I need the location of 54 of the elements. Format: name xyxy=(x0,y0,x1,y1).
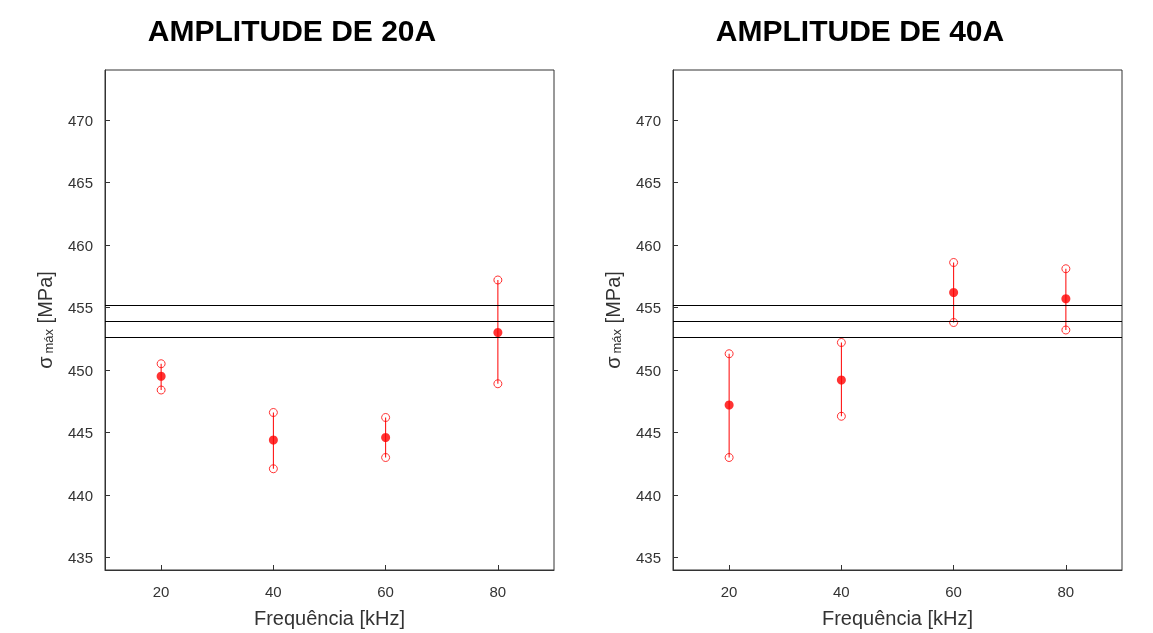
point xyxy=(156,371,166,381)
point xyxy=(836,338,846,347)
y-tick-label: 465 xyxy=(635,174,661,191)
point xyxy=(1061,294,1071,304)
y-tick-label: 460 xyxy=(635,236,661,254)
y-tick-label: 470 xyxy=(67,111,93,129)
point xyxy=(156,359,166,369)
x-tick-label: 40 xyxy=(833,583,850,600)
x-tick-label: 80 xyxy=(1057,583,1075,600)
point xyxy=(1061,325,1071,335)
point xyxy=(268,435,278,445)
y-tick-label: 440 xyxy=(67,486,93,504)
x-tick-label: 40 xyxy=(265,583,282,600)
point xyxy=(949,288,959,297)
point xyxy=(493,379,503,389)
point xyxy=(381,413,391,422)
y-tick-label: 440 xyxy=(635,486,661,504)
y-tick-label: 455 xyxy=(635,299,661,316)
y-axis-title: σmáx [MPa] xyxy=(33,271,56,369)
x-tick-label: 80 xyxy=(489,583,507,600)
point xyxy=(268,408,278,417)
y-tick-label: 450 xyxy=(67,361,93,379)
point xyxy=(381,453,391,462)
y-tick-label: 450 xyxy=(635,361,661,379)
x-axis-title: Frequência [kHz] xyxy=(253,607,406,629)
chart-title: AMPLITUDE DE 40A xyxy=(715,13,1005,47)
y-axis-title: σmáx [MPa] xyxy=(601,271,624,369)
point xyxy=(381,433,391,442)
x-tick-label: 20 xyxy=(152,583,170,600)
y-tick-label: 445 xyxy=(635,424,661,441)
point xyxy=(493,328,503,337)
point xyxy=(724,400,734,410)
point xyxy=(836,411,846,421)
x-tick-label: 20 xyxy=(720,583,738,600)
point xyxy=(724,349,734,359)
point xyxy=(156,385,166,395)
point xyxy=(268,464,278,474)
point xyxy=(949,258,959,267)
y-tick-label: 435 xyxy=(67,549,93,566)
y-tick-label: 470 xyxy=(635,111,661,129)
y-tick-label: 460 xyxy=(67,236,93,254)
chart-title: AMPLITUDE DE 20A xyxy=(147,13,437,47)
y-tick-label: 465 xyxy=(67,174,93,191)
point xyxy=(493,275,503,285)
y-tick-label: 455 xyxy=(67,299,93,316)
point xyxy=(949,318,959,327)
x-tick-label: 60 xyxy=(377,583,394,600)
point xyxy=(836,375,846,385)
point xyxy=(1061,264,1071,274)
y-tick-label: 435 xyxy=(635,549,661,566)
point xyxy=(724,453,734,462)
x-tick-label: 60 xyxy=(945,583,962,600)
x-axis-title: Frequência [kHz] xyxy=(821,607,974,629)
y-tick-label: 445 xyxy=(67,424,93,441)
